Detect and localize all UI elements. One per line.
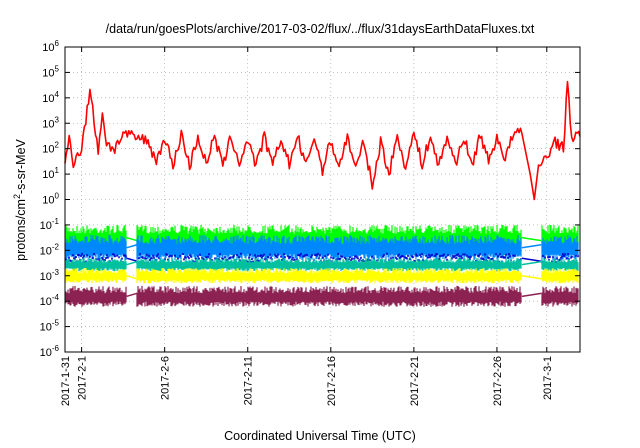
y-tick-label: 10-2 xyxy=(40,242,60,257)
series-4-gap-bridge xyxy=(126,260,138,266)
x-tick-label: 2017-2-21 xyxy=(409,356,421,406)
y-tick-label: 10-4 xyxy=(40,293,60,308)
y-tick-label: 10-1 xyxy=(40,217,60,232)
series-4-gap-bridge xyxy=(521,260,542,266)
y-tick-label: 102 xyxy=(42,141,59,156)
x-tick-label: 2017-2-26 xyxy=(492,356,504,406)
x-tick-label: 2017-3-1 xyxy=(542,356,554,400)
y-tick-label: 103 xyxy=(42,115,59,130)
series-2-gap-bridge xyxy=(521,243,542,249)
series-6-gap-bridge xyxy=(126,292,138,298)
x-tick-label: 2017-1-31 xyxy=(60,356,72,406)
series-6-band xyxy=(65,285,579,307)
tick-marks xyxy=(64,46,580,353)
series-1-gap-bridge xyxy=(521,236,542,242)
y-axis-label-main: protons/cm xyxy=(14,199,29,261)
series-4-group xyxy=(65,258,579,272)
x-tick-label: 2017-2-6 xyxy=(160,356,172,400)
series-layer xyxy=(64,80,581,307)
plot-frame xyxy=(64,46,581,353)
chart-title: /data/run/goesPlots/archive/2017-03-02/f… xyxy=(105,22,535,36)
series-1-gap-bridge xyxy=(126,236,138,242)
series-3-gap-bridge xyxy=(521,257,542,262)
series-4-band xyxy=(65,258,579,272)
y-axis-label-sup: 2 xyxy=(11,194,22,200)
y-tick-label: 101 xyxy=(42,166,59,181)
series-2-band xyxy=(65,235,579,261)
series-2-gap-bridge xyxy=(126,244,138,249)
grid-lines xyxy=(64,47,580,352)
x-tick-label: 2017-2-16 xyxy=(326,356,338,406)
series-0-group xyxy=(64,80,581,201)
x-axis-label: Coordinated Universal Time (UTC) xyxy=(224,429,416,443)
y-tick-label: 105 xyxy=(42,64,59,79)
series-2-group xyxy=(65,235,579,261)
series-6-group xyxy=(65,285,579,307)
series-5-gap-bridge xyxy=(126,275,138,280)
y-tick-label: 10-3 xyxy=(40,268,60,283)
series-5-gap-bridge xyxy=(521,275,542,280)
y-tick-labels: 10-6 10-5 10-4 10-3 10-2 10-1 100 101 102 103 104 1… xyxy=(40,39,60,359)
series-5-band xyxy=(65,268,579,284)
y-tick-label: 100 xyxy=(42,192,59,207)
y-tick-label: 106 xyxy=(42,39,59,54)
y-tick-label: 10-6 xyxy=(40,344,60,359)
series-5-group xyxy=(65,268,579,284)
x-tick-label: 2017-2-1 xyxy=(77,356,89,400)
series-0-line xyxy=(64,80,581,201)
x-tick-labels: 2017-1-31 2017-2-1 2017-2-6 2017-2-11 2017-2… xyxy=(60,356,554,406)
y-axis-label-tail: -s-sr-MeV xyxy=(14,139,29,194)
series-3-gap-bridge xyxy=(126,257,138,262)
y-tick-label: 10-5 xyxy=(40,319,60,334)
series-6-gap-bridge xyxy=(521,292,542,298)
x-tick-label: 2017-2-11 xyxy=(243,356,255,405)
y-axis-label: protons/cm2-s-sr-MeV xyxy=(12,139,28,261)
y-tick-label: 104 xyxy=(42,90,59,105)
